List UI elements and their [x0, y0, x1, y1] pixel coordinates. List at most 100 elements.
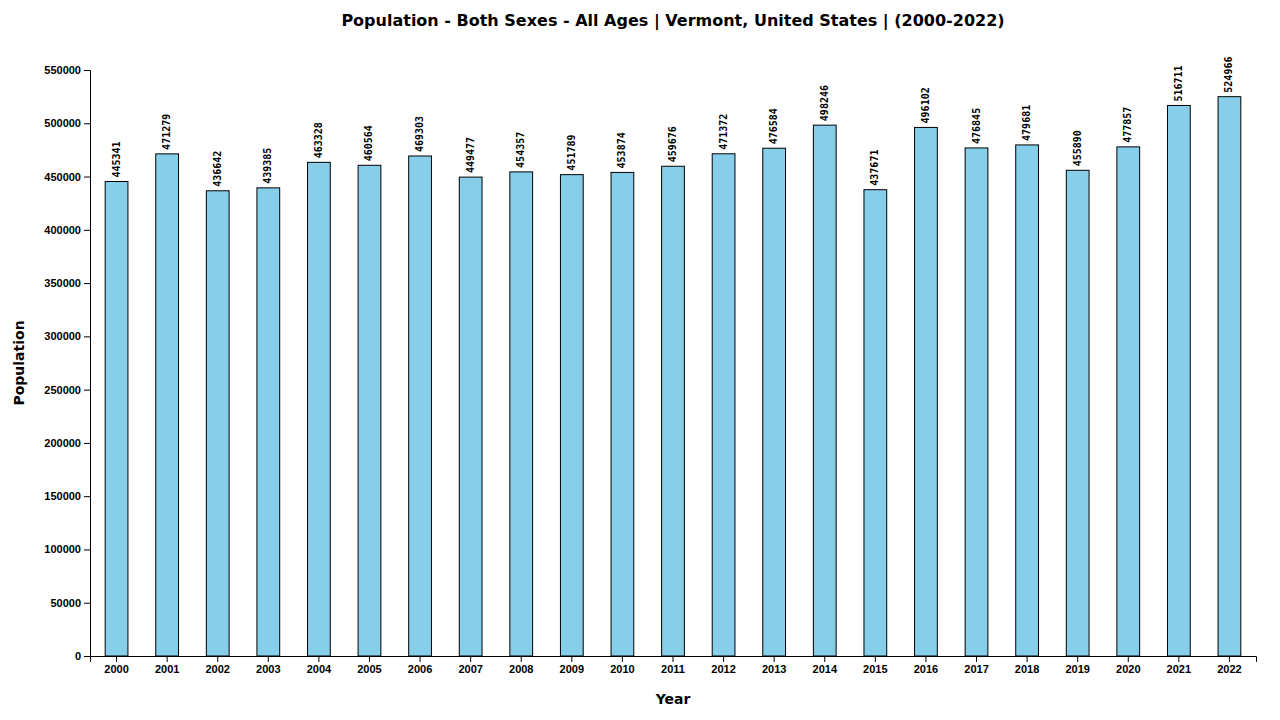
tick-mark [420, 656, 421, 662]
data-label: 455890 [1072, 130, 1083, 166]
bar [712, 154, 735, 656]
x-tick: 2008 [509, 656, 533, 675]
x-tick: 2004 [307, 656, 332, 675]
tick-label: 2016 [914, 663, 938, 675]
tick-label: 350000 [44, 277, 81, 289]
bar [813, 125, 836, 656]
tick-label: 2019 [1065, 663, 1089, 675]
tick-mark [521, 656, 522, 662]
bar [459, 177, 482, 656]
tick-label: 300000 [44, 330, 81, 342]
tick-label: 2004 [307, 663, 332, 675]
tick-label: 200000 [44, 437, 81, 449]
x-tick: 2020 [1116, 656, 1140, 675]
data-label: 476584 [768, 108, 779, 144]
tick-mark [84, 443, 90, 444]
x-tick: 2012 [711, 656, 735, 675]
tick-label: 2010 [610, 663, 634, 675]
y-tick: 100000 [44, 543, 90, 555]
y-tick: 500000 [44, 117, 90, 129]
tick-mark [976, 656, 977, 662]
tick-label: 2011 [661, 663, 685, 675]
tick-mark [1229, 656, 1230, 662]
x-tick: 2010 [610, 656, 634, 675]
tick-mark [470, 656, 471, 662]
chart: 2000200120022003200420052006200720082009… [0, 0, 1280, 720]
data-label: 471279 [161, 114, 172, 150]
tick-label: 500000 [44, 117, 81, 129]
tick-mark [84, 390, 90, 391]
tick-label: 550000 [44, 64, 81, 76]
tick-label: 400000 [44, 224, 81, 236]
y-tick: 450000 [44, 171, 90, 183]
x-tick: 2000 [104, 656, 128, 675]
tick-mark [1077, 656, 1078, 662]
data-label: 436642 [212, 151, 223, 187]
y-tick: 550000 [44, 64, 90, 76]
tick-label: 2000 [104, 663, 128, 675]
data-labels: 4453414712794366424393854633284605644693… [111, 57, 1235, 187]
axis-line [91, 657, 1257, 663]
y-tick: 0 [75, 650, 90, 662]
tick-label: 2021 [1167, 663, 1191, 675]
data-label: 469303 [414, 116, 425, 152]
axis-line [84, 71, 91, 657]
tick-label: 2009 [560, 663, 584, 675]
plot-area: 2000200120022003200420052006200720082009… [44, 57, 1256, 675]
tick-mark [369, 656, 370, 662]
bars [105, 97, 1241, 656]
data-label: 453874 [616, 132, 627, 168]
x-tick: 2016 [914, 656, 938, 675]
data-label: 496102 [920, 87, 931, 123]
y-tick: 250000 [44, 384, 90, 396]
x-tick: 2014 [813, 656, 838, 675]
x-tick: 2009 [560, 656, 584, 675]
tick-label: 2017 [964, 663, 988, 675]
title: Population - Both Sexes - All Ages | Ver… [341, 11, 1004, 31]
tick-mark [774, 656, 775, 662]
y-tick: 200000 [44, 437, 90, 449]
tick-mark [167, 656, 168, 662]
x-tick: 2017 [964, 656, 988, 675]
tick-mark [84, 656, 90, 657]
x-tick: 2007 [458, 656, 482, 675]
tick-label: 450000 [44, 171, 81, 183]
tick-label: 2006 [408, 663, 432, 675]
bar [1218, 97, 1241, 656]
bar [611, 172, 634, 656]
tick-mark [875, 656, 876, 662]
tick-mark [824, 656, 825, 662]
x-tick: 2022 [1217, 656, 1241, 675]
y-tick: 50000 [50, 597, 90, 609]
y-axis-title: Population [11, 320, 27, 405]
bar [257, 188, 280, 656]
tick-mark [925, 656, 926, 662]
data-label: 471372 [718, 114, 729, 150]
bar [662, 166, 685, 656]
y-axis: 0500001000001500002000002500003000003500… [44, 64, 90, 662]
tick-mark [84, 496, 90, 497]
data-label: 460564 [363, 125, 374, 161]
tick-label: 2015 [863, 663, 887, 675]
data-label: 449477 [465, 137, 476, 173]
bar [1066, 170, 1089, 656]
tick-label: 100000 [44, 543, 81, 555]
tick-label: 2022 [1217, 663, 1241, 675]
tick-mark [84, 283, 90, 284]
tick-label: 2012 [711, 663, 735, 675]
x-axis: 2000200120022003200420052006200720082009… [91, 656, 1257, 675]
data-label: 476845 [971, 108, 982, 144]
tick-label: 2002 [205, 663, 229, 675]
tick-mark [84, 177, 90, 178]
data-label: 459676 [667, 126, 678, 162]
tick-label: 250000 [44, 384, 81, 396]
data-label: 451789 [566, 135, 577, 171]
bar [409, 156, 432, 656]
x-tick: 2003 [256, 656, 280, 675]
bar [1117, 147, 1140, 656]
y-tick: 350000 [44, 277, 90, 289]
tick-label: 2014 [813, 663, 838, 675]
tick-mark [1027, 656, 1028, 662]
bar [965, 148, 988, 656]
x-tick: 2001 [155, 656, 179, 675]
